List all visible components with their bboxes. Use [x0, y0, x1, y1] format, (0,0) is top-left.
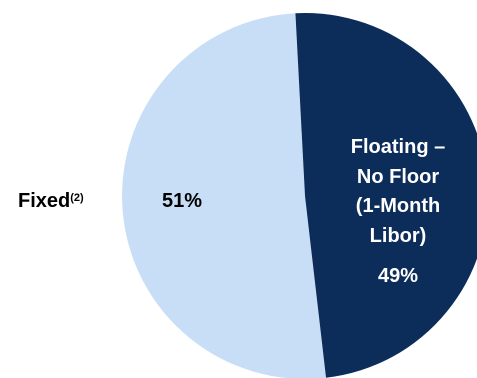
- pie-slice-floating: [295, 13, 477, 378]
- slice-value-fixed: 51%: [162, 190, 202, 212]
- slice-label-fixed-text: Fixed: [18, 190, 71, 212]
- pie-slices: [122, 13, 477, 378]
- pie-inner-labels: 51% Floating – No Floor (1-Month Libor) 49%: [162, 136, 445, 287]
- pie-slice-fixed: [122, 13, 327, 378]
- slice-label-floating-line-3: (1-Month: [356, 195, 440, 217]
- slice-label-floating-line-1: Floating –: [351, 136, 445, 158]
- slice-value-floating: 49%: [378, 265, 418, 287]
- slice-label-floating-line-2: No Floor: [357, 166, 439, 188]
- slice-label-fixed-footnote: (2): [70, 192, 84, 204]
- slice-label-fixed: Fixed(2): [18, 190, 84, 213]
- slice-label-floating-line-4: Libor): [370, 225, 427, 247]
